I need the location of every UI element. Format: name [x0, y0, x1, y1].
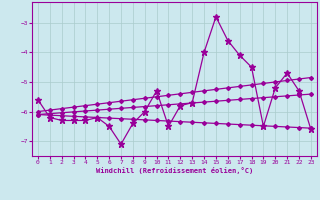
X-axis label: Windchill (Refroidissement éolien,°C): Windchill (Refroidissement éolien,°C): [96, 167, 253, 174]
